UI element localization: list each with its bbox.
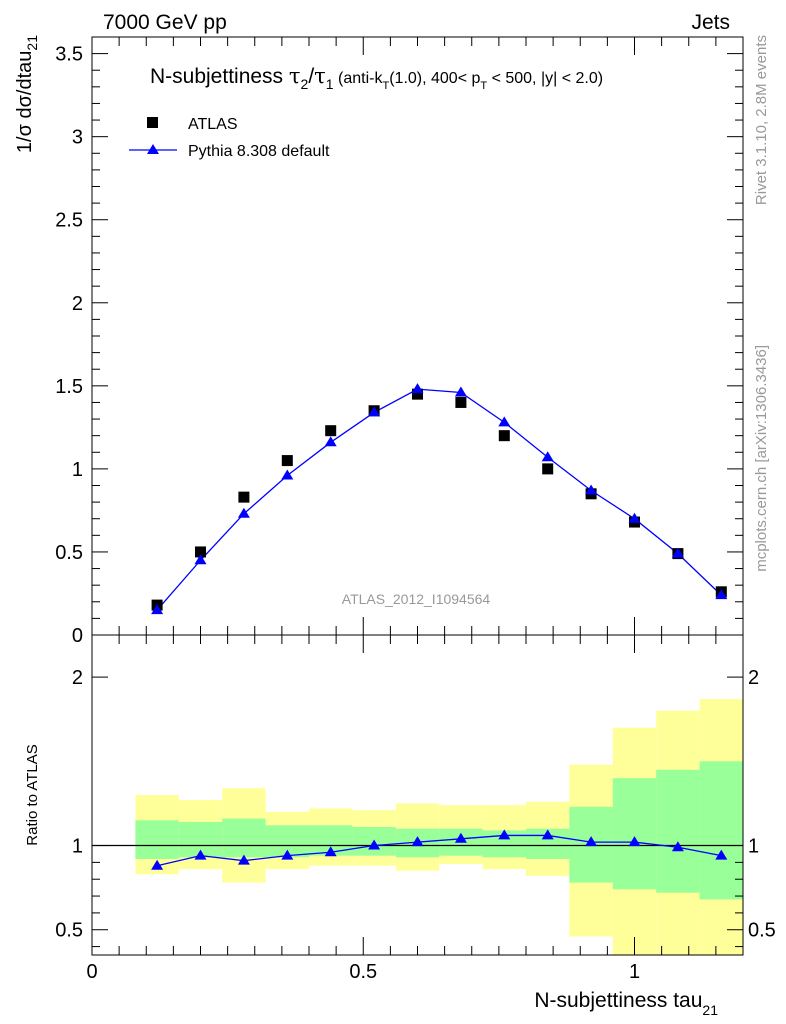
pythia-data-point [411,383,424,394]
ratio-pythia-marker [281,849,294,860]
atlas-data-point [281,455,293,467]
pythia-data-point [368,406,381,417]
pythia-data-point [194,554,207,565]
ratio-inner-band [699,761,743,900]
y-tick-label: 1.5 [55,376,83,398]
ratio-pythia-marker [671,841,684,852]
pythia-data-point [628,512,641,523]
ratio-y-tick-label-right: 0.5 [748,920,776,942]
pythia-data-point [715,589,728,600]
y-tick-label: 0 [72,625,83,647]
ratio-y-tick-label-left: 0.5 [55,920,83,942]
atlas-data-point [455,396,467,408]
legend-pythia-label: Pythia 8.308 default [188,143,330,160]
ratio-y-tick-label-right: 2 [748,667,759,689]
ratio-y-tick-label-left: 2 [72,667,83,689]
ratio-pythia-marker [454,832,467,843]
y-tick-label: 2.5 [55,210,83,232]
pythia-data-point [237,507,250,518]
ratio-y-tick-label-left: 1 [72,836,83,858]
atlas-data-point [412,388,423,400]
ratio-markers-group [151,829,728,870]
main-markers-group [151,383,728,615]
y-tick-label: 3.5 [55,44,83,66]
pythia-data-point [454,386,467,397]
x-tick-label: 0.5 [349,961,377,983]
legend-atlas-marker [147,117,158,128]
atlas-data-point [325,425,337,437]
ratio-pythia-marker [324,846,337,857]
ratio-inner-band [612,778,657,890]
atlas-data-point [195,546,206,558]
y-tick-label: 3 [72,127,83,149]
pythia-line-group [156,388,722,611]
ratio-pythia-marker [541,829,554,840]
x-tick-label: 0 [86,961,97,983]
ratio-bands-group [135,699,743,955]
ratio-pythia-marker [498,829,511,840]
ratio-pythia-marker [715,849,728,860]
atlas-data-point [542,463,554,475]
plot-title: N-subjettiness τ2/τ1 (anti-kT(1.0), 400<… [150,64,603,92]
ratio-y-tick-label-right: 1 [748,836,759,858]
ratio-inner-band [135,820,179,859]
pythia-data-point [671,547,684,558]
mcplots-side-label: mcplots.cern.ch [arXiv:1306.3436] [753,345,770,572]
y-tick-label: 1 [72,459,83,481]
atlas-data-point [238,491,250,503]
ratio-pythia-marker [368,839,381,850]
y-tick-label: 0.5 [55,542,83,564]
legend-pythia-marker [147,144,159,154]
pythia-data-point [585,484,598,495]
ratio-inner-band [222,818,266,858]
ratio-pythia-marker [194,849,207,860]
pythia-data-point [498,416,511,427]
rivet-side-label: Rivet 3.1.10, 2.8M events [753,35,770,205]
ratio-pythia-marker [628,836,641,847]
legend-atlas-label: ATLAS [188,116,238,133]
pythia-data-point [151,604,164,615]
atlas-data-point [498,430,510,442]
pythia-data-point [324,436,337,447]
y-axis-label: 1/σ dσ/dtau21 [14,35,40,153]
x-tick-label: 1 [629,961,640,983]
ratio-y-axis-label: Ratio to ATLAS [24,744,41,845]
x-axis-label: N-subjettiness tau21 [534,989,718,1018]
pythia-data-point [541,451,554,462]
tick-labels: 00.511.522.533.50 0.5 10.5 0.51 12 2 [55,44,776,983]
header-right-label: Jets [691,11,730,34]
ratio-pythia-line [156,834,722,867]
legend: ATLAS Pythia 8.308 default [129,116,330,160]
ratio-pythia-marker [151,859,164,870]
ratio-pythia-marker [411,836,424,847]
ratio-pythia-marker [237,854,250,865]
ratio-pythia-marker [585,836,598,847]
y-tick-label: 2 [72,293,83,315]
axes-frames [91,36,744,956]
ratio-inner-band [656,769,700,893]
pythia-line [156,388,722,611]
analysis-watermark: ATLAS_2012_I1094564 [342,591,491,607]
header-left-label: 7000 GeV pp [103,11,227,34]
pythia-data-point [281,469,294,480]
